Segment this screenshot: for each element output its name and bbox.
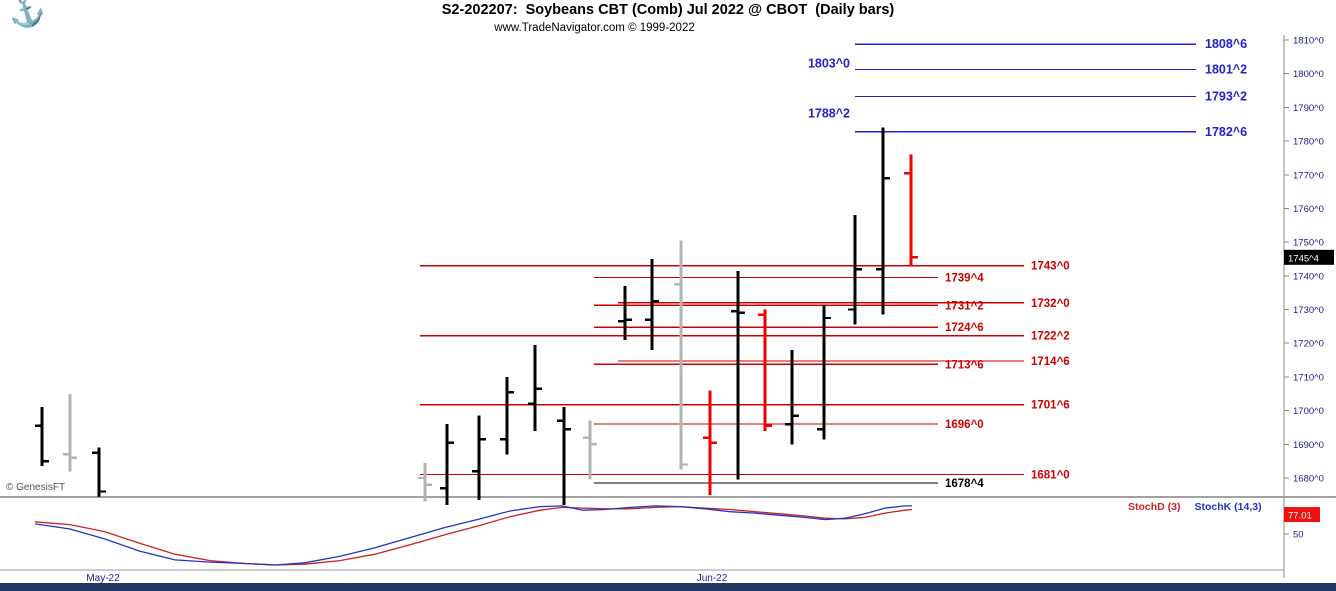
genesisft-watermark: © GenesisFT [6, 482, 66, 493]
stoch-value-flag-label: 77.01 [1288, 511, 1312, 522]
last-price-flag-label: 1745^4 [1288, 253, 1319, 264]
price-axis-tick-label: 1770^0 [1293, 170, 1324, 181]
price-axis-tick-label: 1760^0 [1293, 204, 1324, 215]
price-axis-tick-label: 1810^0 [1293, 36, 1324, 47]
stochk-legend-label[interactable]: StochK (14,3) [1194, 501, 1262, 513]
resistance-annotation-label[interactable]: 1788^2 [808, 106, 850, 120]
price-axis-tick-label: 1790^0 [1293, 103, 1324, 114]
price-axis-tick-label: 1780^0 [1293, 137, 1324, 148]
support-level-label[interactable]: 1701^6 [1031, 400, 1070, 412]
x-axis-month-label: Jun-22 [697, 573, 728, 584]
support-level-label[interactable]: 1732^0 [1031, 298, 1070, 310]
resistance-level-label[interactable]: 1801^2 [1205, 62, 1247, 76]
support-level-label[interactable]: 1681^0 [1031, 470, 1070, 482]
x-axis-month-label: May-22 [86, 573, 120, 584]
price-axis-tick-label: 1720^0 [1293, 339, 1324, 350]
stochd-line [34, 505, 913, 566]
price-axis-tick-label: 1680^0 [1293, 474, 1324, 485]
support-level-label[interactable]: 1731^2 [945, 300, 984, 312]
support-level-label[interactable]: 1722^2 [1031, 331, 1070, 343]
support-level-label[interactable]: 1678^4 [945, 478, 984, 490]
price-axis-tick-label: 1700^0 [1293, 406, 1324, 417]
price-axis-tick-label: 1690^0 [1293, 440, 1324, 451]
support-level-label[interactable]: 1739^4 [945, 273, 984, 285]
chart-subtitle: www.TradeNavigator.com © 1999-2022 [494, 22, 695, 34]
stoch-value-flag [1284, 507, 1320, 523]
support-level-label[interactable]: 1714^6 [1031, 356, 1070, 368]
stochd-legend-label[interactable]: StochD (3) [1128, 501, 1181, 513]
support-level-label[interactable]: 1724^6 [945, 322, 984, 334]
resistance-level-label[interactable]: 1793^2 [1205, 89, 1247, 103]
price-axis-tick-label: 1730^0 [1293, 305, 1324, 316]
stoch-mid-label: 50 [1293, 530, 1304, 541]
chart-title: S2-202207: Soybeans CBT (Comb) Jul 2022 … [441, 2, 895, 18]
support-level-label[interactable]: 1696^0 [945, 419, 984, 431]
support-level-label[interactable]: 1743^0 [1031, 261, 1070, 273]
stochastic-legend: StochD (3) StochK (14,3) [1128, 501, 1278, 513]
resistance-annotation-label[interactable]: 1803^0 [808, 57, 850, 71]
resistance-level-label[interactable]: 1782^6 [1205, 125, 1247, 139]
stochk-line [34, 505, 912, 566]
price-axis-tick-label: 1740^0 [1293, 271, 1324, 282]
taskbar [0, 583, 1336, 591]
resistance-level-label[interactable]: 1808^6 [1205, 37, 1247, 51]
price-axis-tick-label: 1710^0 [1293, 372, 1324, 383]
last-price-flag [1284, 249, 1334, 265]
support-level-label[interactable]: 1713^6 [945, 359, 984, 371]
price-axis-tick-label: 1750^0 [1293, 238, 1324, 249]
price-axis-tick-label: 1800^0 [1293, 69, 1324, 80]
